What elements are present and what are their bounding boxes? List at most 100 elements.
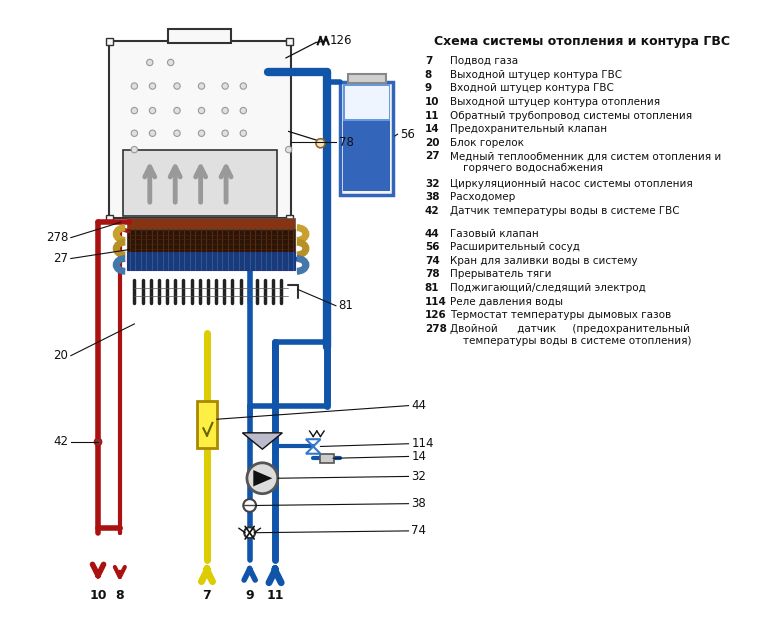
Bar xyxy=(109,41,290,218)
Bar xyxy=(343,122,390,191)
Circle shape xyxy=(131,147,137,153)
Text: 81: 81 xyxy=(339,299,353,312)
Text: 38: 38 xyxy=(425,192,439,203)
Text: Термостат температуры дымовых газов: Термостат температуры дымовых газов xyxy=(450,310,671,320)
Circle shape xyxy=(222,130,228,137)
Text: Предохранительный клапан: Предохранительный клапан xyxy=(450,124,607,134)
Text: 78: 78 xyxy=(425,270,439,280)
Circle shape xyxy=(198,83,205,89)
Text: 42: 42 xyxy=(425,206,439,216)
Text: Входной штуцер контура ГВС: Входной штуцер контура ГВС xyxy=(450,83,614,93)
Text: 38: 38 xyxy=(411,497,426,510)
Circle shape xyxy=(131,107,137,113)
Text: 74: 74 xyxy=(411,524,426,537)
Text: 14: 14 xyxy=(411,450,426,463)
Text: 11: 11 xyxy=(266,589,284,602)
Text: Датчик температуры воды в системе ГВС: Датчик температуры воды в системе ГВС xyxy=(450,206,680,216)
Text: 10: 10 xyxy=(89,589,107,602)
Bar xyxy=(127,252,295,270)
Circle shape xyxy=(149,107,156,113)
Bar xyxy=(343,84,390,122)
Text: 32: 32 xyxy=(411,470,426,483)
Text: Двойной      датчик     (предохранительный
    температуры воды в системе отопле: Двойной датчик (предохранительный темпер… xyxy=(450,324,692,345)
Text: Выходной штуцер контура ГВС: Выходной штуцер контура ГВС xyxy=(450,70,622,80)
Text: Циркуляционный насос системы отопления: Циркуляционный насос системы отопления xyxy=(450,179,693,189)
Text: 278: 278 xyxy=(46,231,68,244)
Circle shape xyxy=(222,83,228,89)
Text: 20: 20 xyxy=(53,349,68,362)
Circle shape xyxy=(131,130,137,137)
Circle shape xyxy=(198,130,205,137)
Text: 114: 114 xyxy=(411,437,434,450)
Bar xyxy=(197,401,217,448)
Circle shape xyxy=(198,107,205,113)
Bar xyxy=(286,215,293,222)
Text: 8: 8 xyxy=(425,70,432,80)
Text: 81: 81 xyxy=(425,283,439,293)
Text: 20: 20 xyxy=(425,138,439,148)
Circle shape xyxy=(247,463,278,493)
Circle shape xyxy=(117,525,123,531)
Text: 126: 126 xyxy=(425,310,447,320)
Text: Выходной штуцер контура отопления: Выходной штуцер контура отопления xyxy=(450,97,660,107)
Circle shape xyxy=(286,147,292,153)
Circle shape xyxy=(167,60,174,66)
Text: Подвод газа: Подвод газа xyxy=(450,56,518,66)
Text: Обратный трубопровод системы отопления: Обратный трубопровод системы отопления xyxy=(450,110,693,120)
Text: 74: 74 xyxy=(425,256,439,266)
Text: Расходомер: Расходомер xyxy=(450,192,515,203)
Circle shape xyxy=(174,130,180,137)
Polygon shape xyxy=(253,470,273,487)
Circle shape xyxy=(94,438,101,446)
Circle shape xyxy=(316,139,325,148)
Bar xyxy=(127,229,295,263)
Text: 9: 9 xyxy=(245,589,254,602)
Bar xyxy=(106,215,114,222)
Text: 10: 10 xyxy=(425,97,439,107)
Circle shape xyxy=(240,107,247,113)
Text: 27: 27 xyxy=(53,252,68,265)
Circle shape xyxy=(240,130,247,137)
Text: 7: 7 xyxy=(425,56,432,66)
Circle shape xyxy=(174,83,180,89)
Text: Схема системы отопления и контура ГВС: Схема системы отопления и контура ГВС xyxy=(434,35,730,48)
Text: 278: 278 xyxy=(425,324,447,334)
Text: Газовый клапан: Газовый клапан xyxy=(450,229,539,239)
Bar xyxy=(286,38,293,45)
Text: 9: 9 xyxy=(425,83,432,93)
Text: Прерыватель тяги: Прерыватель тяги xyxy=(450,270,551,280)
Text: 42: 42 xyxy=(53,435,68,448)
Bar xyxy=(123,150,277,216)
Text: Блок горелок: Блок горелок xyxy=(450,138,525,148)
Text: Реле давления воды: Реле давления воды xyxy=(450,297,563,307)
Text: Расширительный сосуд: Расширительный сосуд xyxy=(450,242,580,252)
Bar xyxy=(348,74,386,83)
Circle shape xyxy=(240,83,247,89)
Polygon shape xyxy=(243,433,283,449)
Circle shape xyxy=(149,83,156,89)
Text: 44: 44 xyxy=(411,399,426,412)
Circle shape xyxy=(243,499,256,512)
Text: 8: 8 xyxy=(115,589,124,602)
Text: Кран для заливки воды в систему: Кран для заливки воды в систему xyxy=(450,256,637,266)
Text: 56: 56 xyxy=(425,242,439,252)
Text: Медный теплообменник для систем отопления и
    горячего водоснабжения: Медный теплообменник для систем отоплени… xyxy=(450,151,722,173)
Text: 27: 27 xyxy=(425,151,439,161)
Text: 44: 44 xyxy=(425,229,439,239)
Bar xyxy=(340,82,393,195)
Circle shape xyxy=(149,130,156,137)
Text: 114: 114 xyxy=(425,297,447,307)
Bar xyxy=(106,38,114,45)
Circle shape xyxy=(131,83,137,89)
Text: 78: 78 xyxy=(339,136,353,149)
Text: 126: 126 xyxy=(329,34,352,47)
Text: 7: 7 xyxy=(203,589,211,602)
Circle shape xyxy=(174,107,180,113)
Bar xyxy=(127,218,295,229)
Circle shape xyxy=(244,527,255,538)
Bar xyxy=(345,86,389,119)
Text: 32: 32 xyxy=(425,179,439,189)
Text: 14: 14 xyxy=(425,124,439,134)
Text: 56: 56 xyxy=(400,128,415,140)
Bar xyxy=(168,29,231,43)
